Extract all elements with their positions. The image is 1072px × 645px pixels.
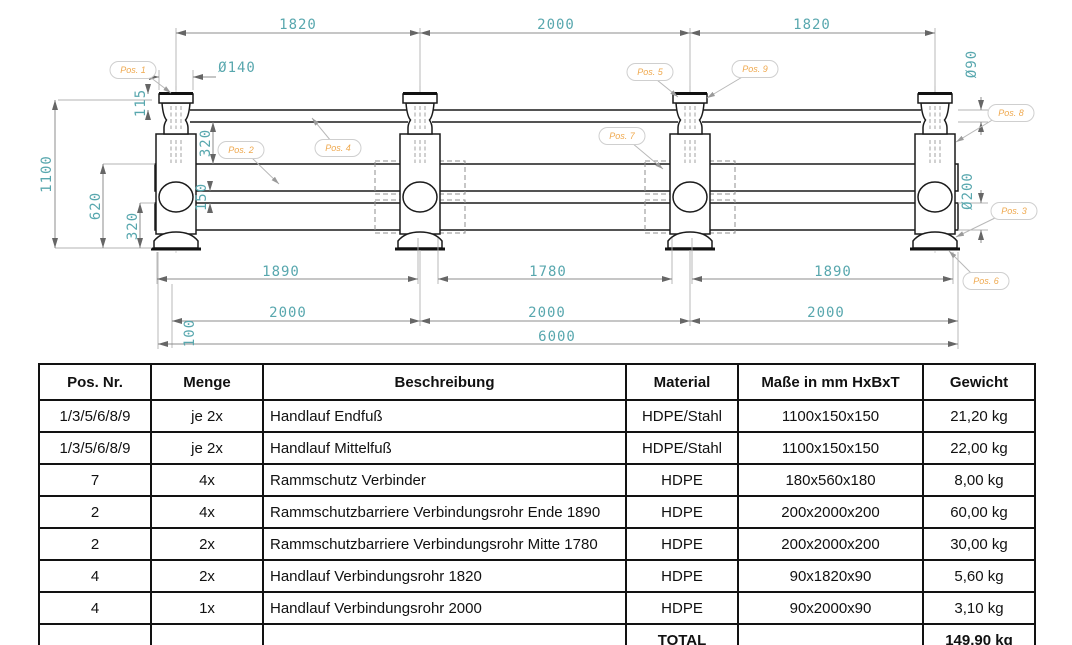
table-cell: 200x2000x200 [737,495,924,529]
position-label: Pos. 3 [1001,206,1027,216]
table-cell: 180x560x180 [737,463,924,497]
column-header: Maße in mm HxBxT [737,363,924,401]
table-cell: 60,00 kg [922,495,1036,529]
dimension-label: 1890 [262,264,300,280]
dimension-label: 150 [194,183,210,211]
dimension-lines [52,28,988,349]
column-header: Pos. Nr. [38,363,152,401]
table-cell: 90x2000x90 [737,591,924,625]
position-label: Pos. 9 [742,64,768,74]
dimension-label: Ø200 [960,172,976,210]
table-cell: 1/3/5/6/8/9 [38,431,152,465]
table-cell: Handlauf Verbindungsrohr 2000 [262,591,627,625]
table-cell: HDPE/Stahl [625,399,739,433]
dimension-label: 1820 [279,17,317,33]
table-cell: 1100x150x150 [737,431,924,465]
table-cell: 4 [38,591,152,625]
table-cell: 4 [38,559,152,593]
dimension-label: 320 [125,212,141,240]
total-row: TOTAL 149,90 kg [38,623,1036,645]
table-cell: 5,60 kg [922,559,1036,593]
dimension-label: 1780 [529,264,567,280]
position-label: Pos. 1 [120,65,146,75]
table-cell: 200x2000x200 [737,527,924,561]
table-cell: 2 [38,527,152,561]
dimension-label: 2000 [807,305,845,321]
position-label: Pos. 5 [637,67,664,77]
table-cell: 8,00 kg [922,463,1036,497]
table-cell: 2x [150,559,264,593]
dimension-label: 2000 [537,17,575,33]
table-cell: Rammschutzbarriere Verbindungsrohr Ende … [262,495,627,529]
table-cell: 1x [150,591,264,625]
table-cell: HDPE [625,463,739,497]
dimension-label: Ø140 [218,60,256,76]
table-cell: 149,90 kg [922,623,1036,645]
table-cell: 21,20 kg [922,399,1036,433]
table-cell: TOTAL [625,623,739,645]
table-cell: 4x [150,495,264,529]
position-label: Pos. 4 [325,143,351,153]
barrier-geometry [151,92,960,251]
dimension-label: 1100 [39,155,55,193]
dimension-label: 320 [198,129,214,157]
table-row: 1/3/5/6/8/9 je 2x Handlauf Mittelfuß HDPE/S… [38,431,1036,465]
table-cell: HDPE [625,591,739,625]
dimension-label: 6000 [538,329,576,345]
parts-table: Pos. Nr. Menge Beschreibung Material Maße in… [38,363,1036,645]
dimension-labels: 1820 2000 1820 Ø140 115 320 1100 620 320 150 Ø90 Ø2… [39,17,980,347]
table-cell [38,623,152,645]
table-cell: 4x [150,463,264,497]
dimension-label: 1820 [793,17,831,33]
table-row: 1/3/5/6/8/9 je 2x Handlauf Endfuß HDPE/Stah… [38,399,1036,433]
table-cell: HDPE [625,559,739,593]
table-row: 4 1x Handlauf Verbindungsrohr 2000 HDPE 90x2… [38,591,1036,625]
dimension-label: 1890 [814,264,852,280]
table-cell [262,623,627,645]
table-row: 4 2x Handlauf Verbindungsrohr 1820 HDPE 90x1… [38,559,1036,593]
table-cell: HDPE/Stahl [625,431,739,465]
table-cell: 90x1820x90 [737,559,924,593]
dimension-label: 620 [88,192,104,220]
table-cell: HDPE [625,527,739,561]
table-cell: je 2x [150,431,264,465]
table-cell: 3,10 kg [922,591,1036,625]
table-cell: 2 [38,495,152,529]
column-header: Menge [150,363,264,401]
table-row: 2 2x Rammschutzbarriere Verbindungsrohr Mi… [38,527,1036,561]
table-cell: 1/3/5/6/8/9 [38,399,152,433]
table-cell: Handlauf Endfuß [262,399,627,433]
table-header: Pos. Nr. Menge Beschreibung Material Maße in… [38,363,1036,401]
table-cell: Handlauf Mittelfuß [262,431,627,465]
table-cell [737,623,924,645]
table-cell [150,623,264,645]
column-header: Material [625,363,739,401]
dimension-label: 2000 [269,305,307,321]
position-label: Pos. 6 [973,276,999,286]
table-cell: 7 [38,463,152,497]
table-cell: 1100x150x150 [737,399,924,433]
dimension-label: Ø90 [964,50,980,78]
table-cell: Rammschutzbarriere Verbindungsrohr Mitte… [262,527,627,561]
table-row: 7 4x Rammschutz Verbinder HDPE 180x560x180 8,… [38,463,1036,497]
table-cell: Rammschutz Verbinder [262,463,627,497]
table-cell: je 2x [150,399,264,433]
position-label: Pos. 8 [998,108,1024,118]
position-label: Pos. 7 [609,131,636,141]
dimension-label: 100 [182,319,198,347]
position-label: Pos. 2 [228,145,254,155]
table-cell: Handlauf Verbindungsrohr 1820 [262,559,627,593]
table-cell: 22,00 kg [922,431,1036,465]
column-header: Gewicht [922,363,1036,401]
technical-drawing: 1820 2000 1820 Ø140 115 320 1100 620 320 150 Ø90 Ø2… [39,17,1038,349]
table-cell: 2x [150,527,264,561]
table-row: 2 4x Rammschutzbarriere Verbindungsrohr En… [38,495,1036,529]
table-cell: HDPE [625,495,739,529]
position-callouts: Pos. 1 Pos. 2 Pos. 4 Pos. 5 Pos. 9 Pos. 7 Pos.… [109,60,1038,290]
dimension-label: 2000 [528,305,566,321]
column-header: Beschreibung [262,363,627,401]
dimension-label: 115 [133,89,149,117]
table-cell: 30,00 kg [922,527,1036,561]
